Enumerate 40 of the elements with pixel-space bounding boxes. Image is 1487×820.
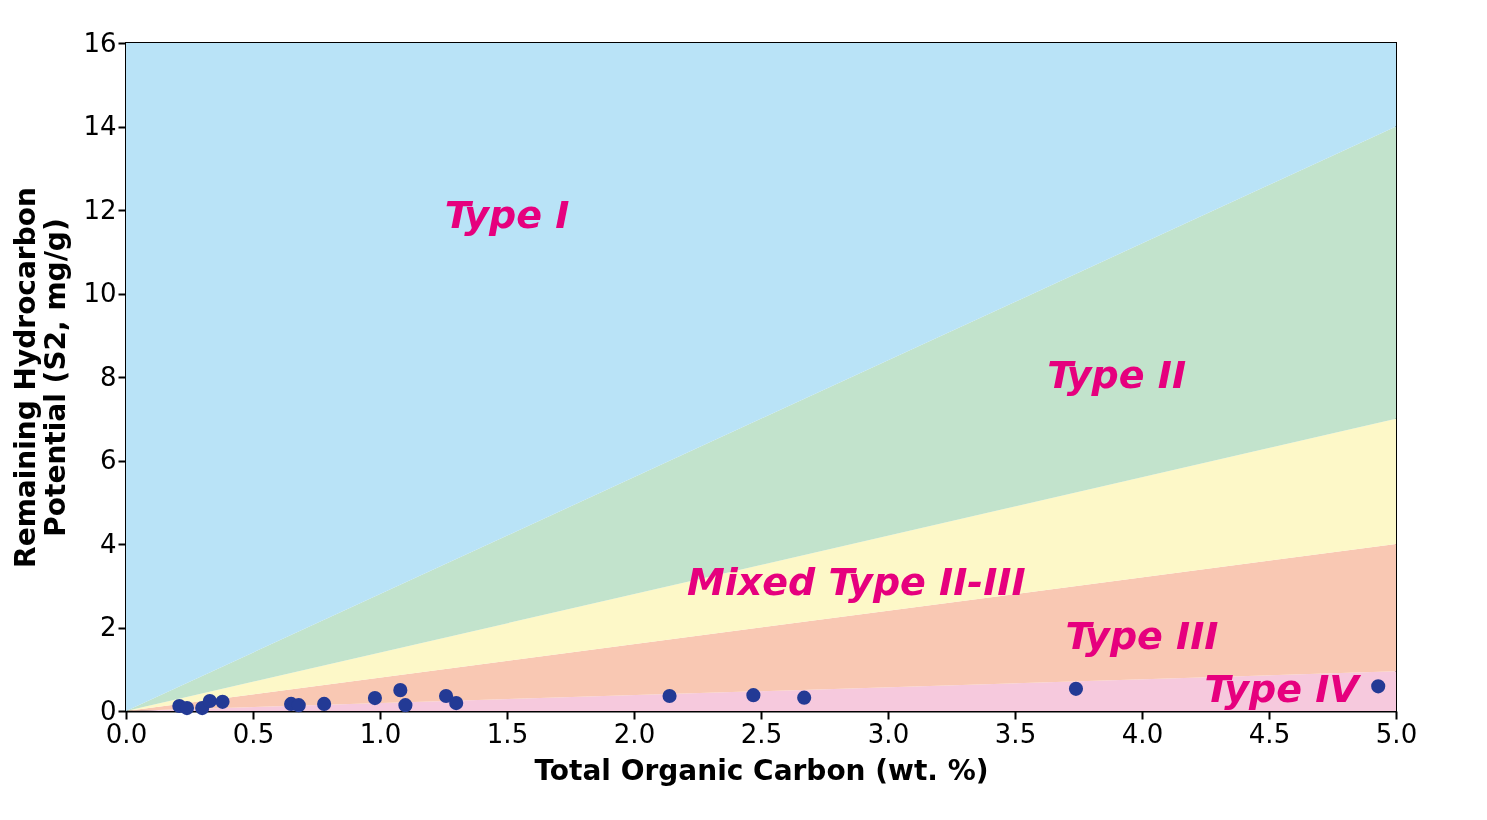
annotation: Type IV (1204, 666, 1362, 711)
point (1371, 679, 1386, 694)
annotation: Mixed Type II-III (686, 560, 1026, 605)
point (179, 701, 195, 716)
y-tick-label: 12 (83, 194, 117, 225)
point (449, 696, 464, 711)
y-axis-title: Remaining Hydrocarbon Potential (S2, mg/g) (9, 187, 73, 568)
x-tick-label: 4.5 (1248, 718, 1291, 749)
y-tick-label: 16 (83, 27, 117, 58)
point (797, 690, 812, 705)
y-tick-label: 8 (99, 361, 117, 392)
point (746, 688, 761, 703)
y-tick-label: 4 (99, 528, 117, 559)
x-tick-label: 1.5 (486, 718, 529, 749)
point (317, 696, 332, 711)
point (398, 698, 413, 713)
x-tick-label: 1.0 (359, 718, 402, 749)
annotation: Type I (444, 192, 570, 237)
x-tick-label: 5.0 (1375, 718, 1418, 749)
y-tick-label: 6 (99, 445, 117, 475)
annotation: Type III (1065, 613, 1219, 658)
y-tick-label: 10 (83, 278, 117, 308)
annotation: Type II (1047, 353, 1187, 397)
point (367, 691, 382, 706)
point (215, 694, 230, 709)
x-tick-label: 0.5 (232, 718, 275, 749)
x-tick-label: 3.0 (867, 718, 910, 749)
y-tick-label: 2 (99, 612, 117, 642)
point (393, 683, 408, 698)
x-tick-label: 3.5 (994, 718, 1037, 749)
x-axis-title: Total Organic Carbon (wt. %) (534, 753, 989, 787)
x-tick-label: 4.0 (1121, 718, 1164, 749)
point (438, 688, 454, 704)
point (202, 693, 217, 709)
x-tick-label: 2.5 (740, 718, 783, 749)
point (662, 688, 677, 704)
y-tick-label: 14 (83, 111, 117, 141)
x-tick-label: 2.0 (613, 718, 656, 749)
point (1068, 681, 1084, 696)
point (291, 698, 306, 713)
